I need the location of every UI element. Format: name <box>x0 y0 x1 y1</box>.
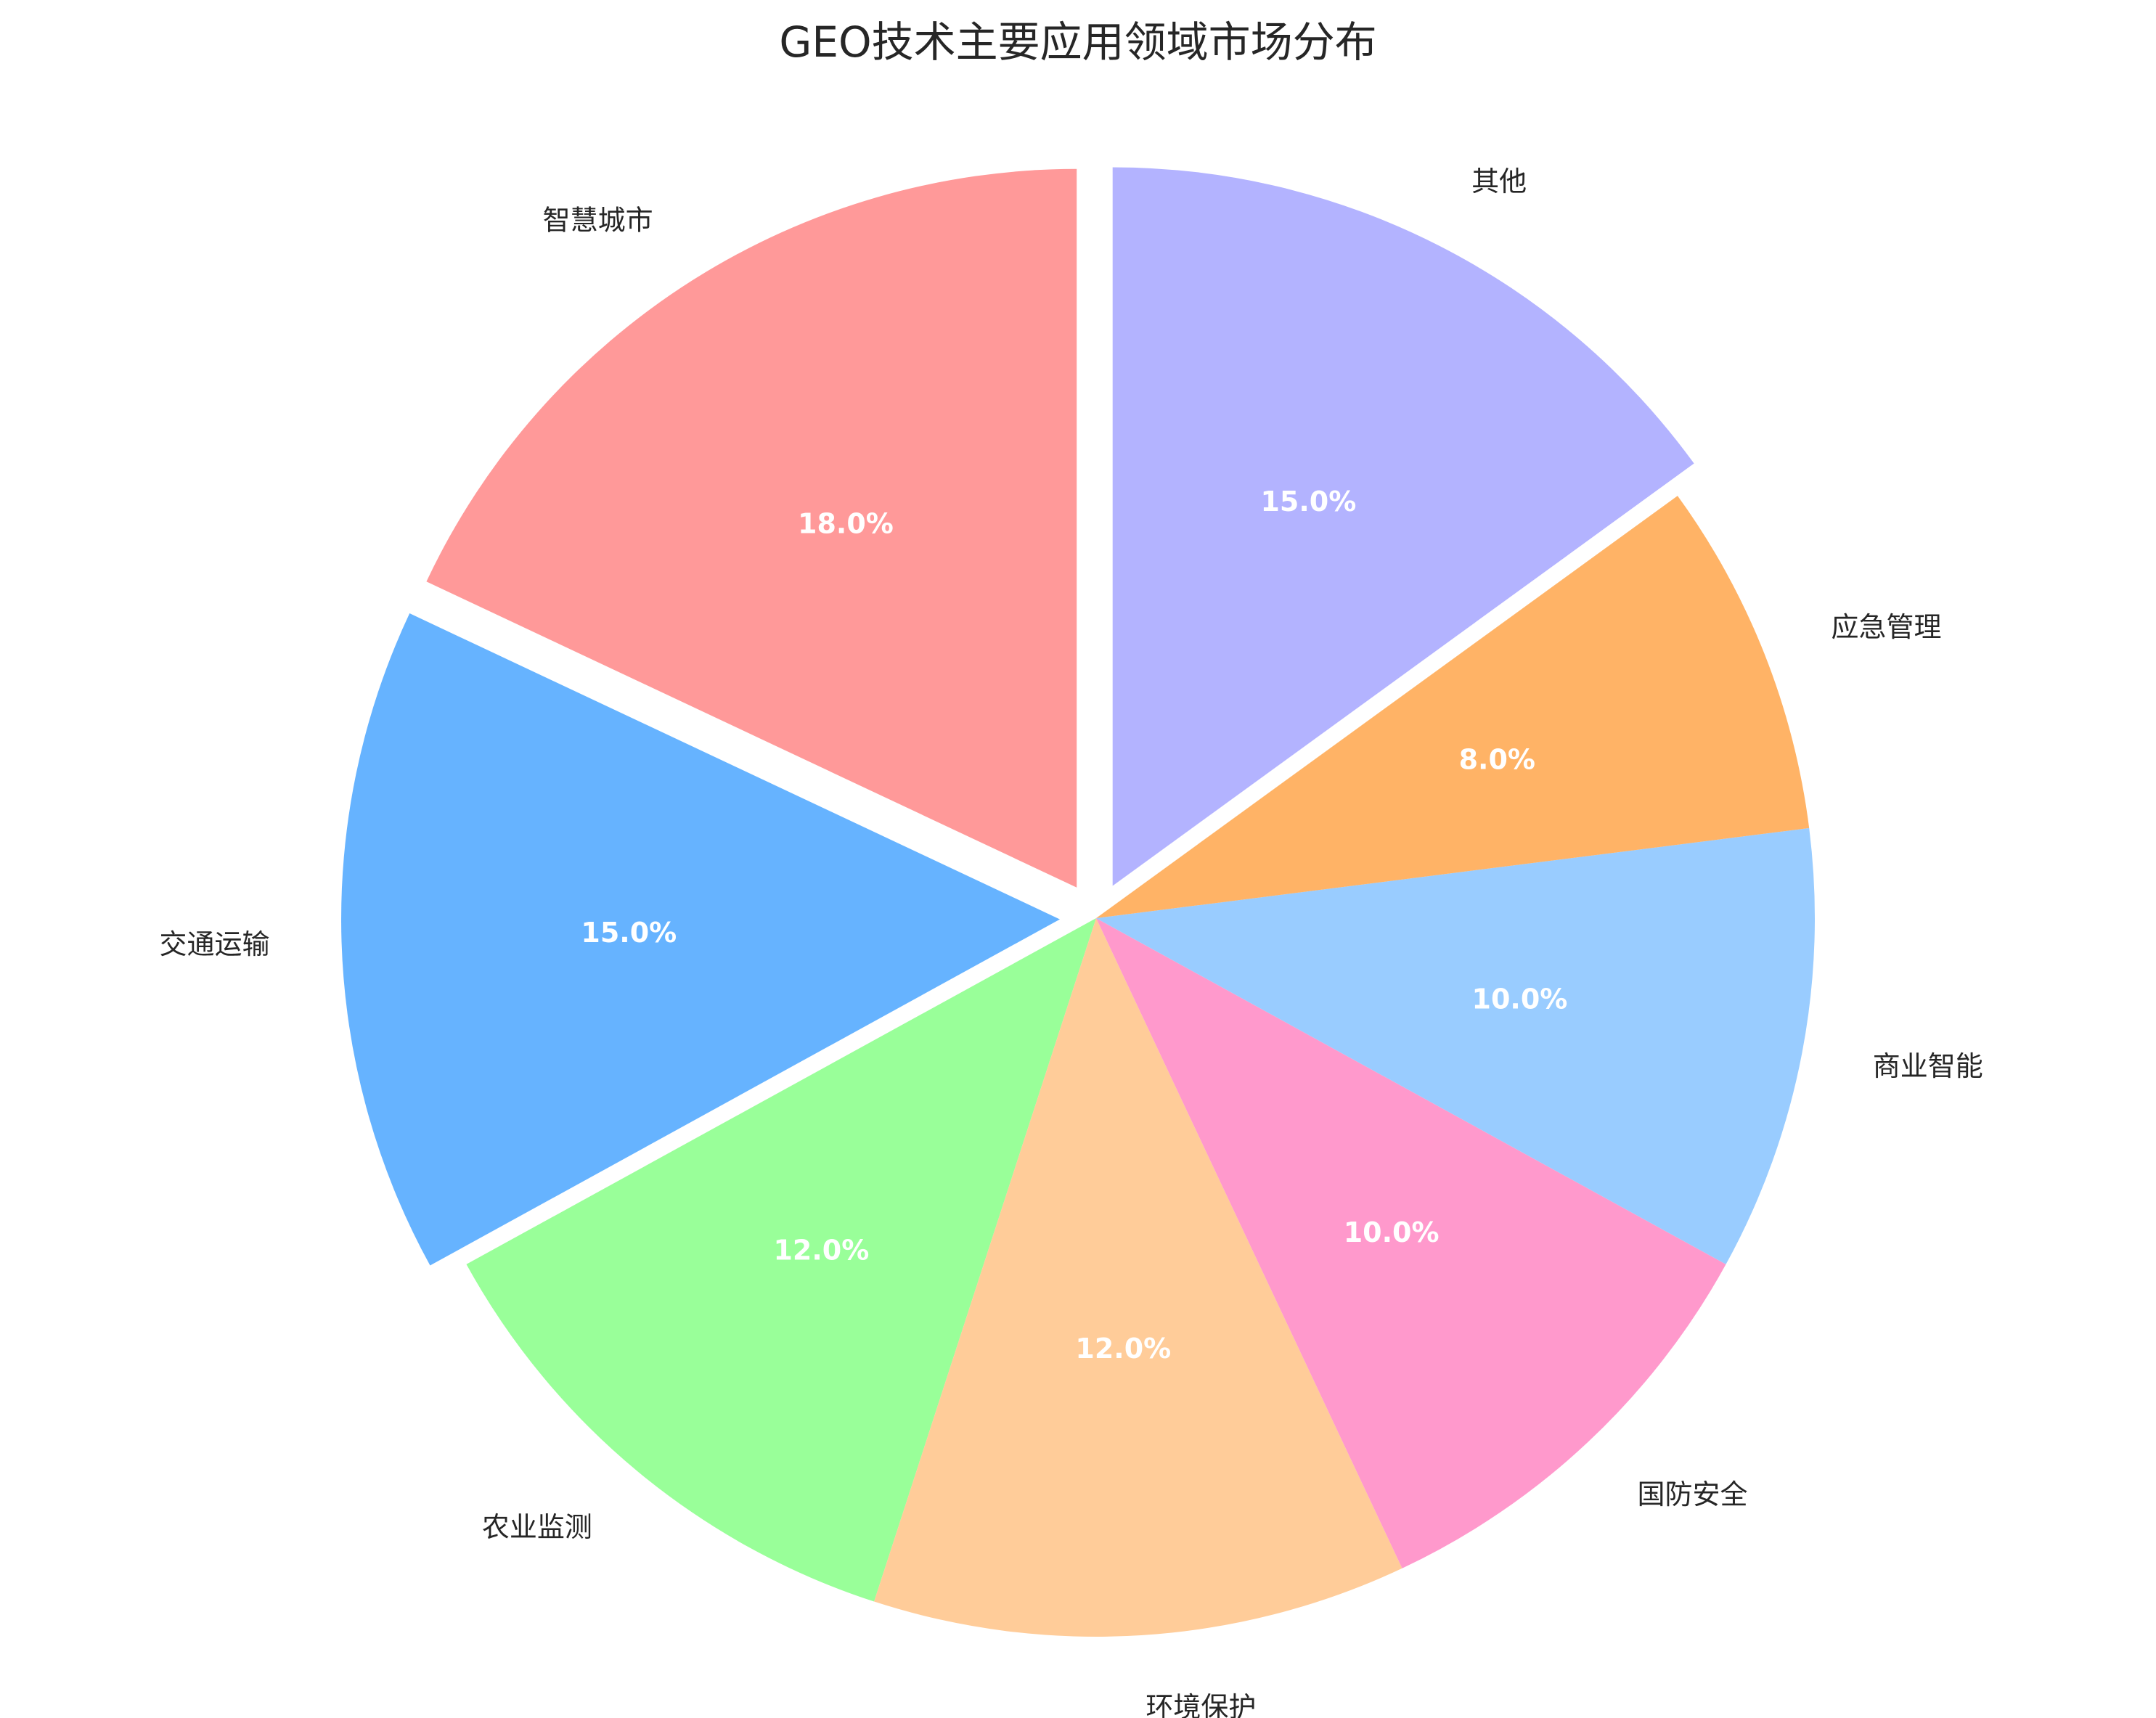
pie-slice <box>1112 167 1694 886</box>
percentage-label: 8.0% <box>1459 743 1535 775</box>
pie-slices <box>341 167 1816 1637</box>
category-label: 应急管理 <box>1832 611 1942 643</box>
percentage-labels: 18.0% 15.0% 12.0% 12.0% 10.0% 10.0% 8.0% 15.0% <box>581 486 1567 1365</box>
percentage-label: 10.0% <box>1472 983 1568 1015</box>
percentage-label: 15.0% <box>1260 486 1356 518</box>
percentage-label: 18.0% <box>798 507 894 539</box>
pie-slice <box>1096 496 1810 918</box>
category-label: 其他 <box>1471 165 1527 197</box>
chart-title: GEO技术主要应用领域市场分布 <box>779 17 1376 67</box>
pie-slice <box>466 918 1096 1602</box>
pie-slice <box>874 918 1402 1637</box>
category-label: 智慧城市 <box>543 204 653 236</box>
pie-slice <box>1096 827 1816 1264</box>
category-label: 商业智能 <box>1873 1050 1983 1082</box>
category-label: 交通运输 <box>160 928 270 960</box>
percentage-label: 10.0% <box>1344 1216 1440 1248</box>
pie-slice <box>341 613 1061 1266</box>
category-label: 国防安全 <box>1637 1478 1747 1510</box>
pie-slice <box>426 168 1077 888</box>
percentage-label: 12.0% <box>1075 1333 1171 1365</box>
pie-slice <box>1096 918 1726 1568</box>
category-label: 农业监测 <box>482 1511 592 1543</box>
percentage-label: 12.0% <box>773 1235 869 1267</box>
category-label: 环境保护 <box>1146 1691 1256 1718</box>
percentage-label: 15.0% <box>581 917 677 949</box>
